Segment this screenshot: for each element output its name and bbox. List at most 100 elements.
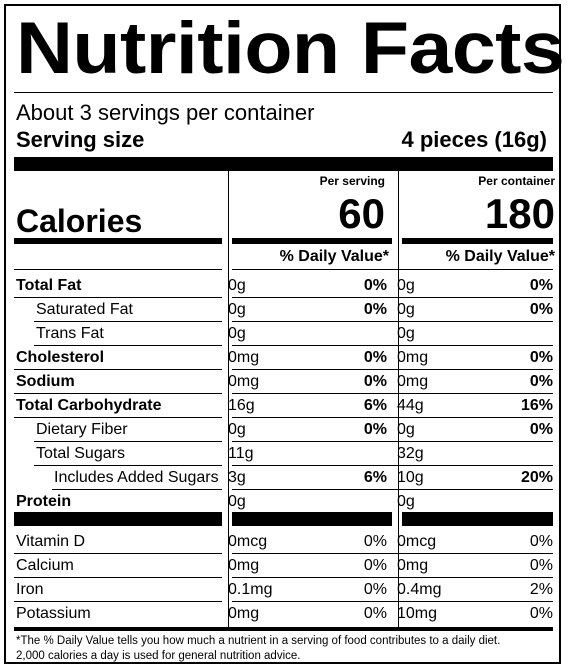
thick-divider-top	[14, 157, 553, 171]
thick-divider-vitamins-left	[14, 512, 222, 526]
nutrient-row: Total Sugars 11g 32g	[16, 442, 553, 466]
nutrient-name: Protein	[16, 493, 72, 510]
row-divider-right	[232, 553, 553, 554]
row-divider-left	[14, 553, 222, 554]
nutrient-name: Total Carbohydrate	[16, 397, 162, 414]
serving-amount: 11g	[228, 445, 254, 462]
nutrient-name: Potassium	[16, 605, 91, 622]
container-amount: 0.4mg	[397, 581, 442, 598]
nutrient-row: Protein 0g 0g	[16, 490, 553, 514]
container-daily-value: 0%	[529, 277, 553, 294]
row-divider-left	[14, 369, 222, 370]
serving-amount: 0g	[228, 421, 246, 438]
nutrient-name: Calcium	[16, 557, 74, 574]
nutrient-row: Cholesterol 0mg 0% 0mg 0%	[16, 346, 553, 370]
serving-daily-value: 0%	[363, 605, 387, 622]
servings-per-container: About 3 servings per container	[16, 100, 315, 125]
serving-daily-value: 6%	[363, 469, 387, 486]
row-divider-right	[232, 297, 553, 298]
container-daily-value: 20%	[520, 469, 553, 486]
serving-daily-value: 0%	[363, 277, 387, 294]
serving-amount: 0mg	[228, 605, 260, 622]
row-divider-right	[232, 417, 553, 418]
container-daily-value: 0%	[529, 533, 553, 550]
row-divider-left	[14, 577, 222, 578]
serving-daily-value: 0%	[363, 581, 387, 598]
row-divider-right	[232, 321, 553, 322]
container-amount: 0mg	[397, 373, 429, 390]
nutrient-name: Vitamin D	[16, 533, 86, 550]
footnote-line-2: 2,000 calories a day is used for general…	[16, 650, 301, 662]
row-divider-right	[232, 369, 553, 370]
vitamin-row: Iron 0.1mg 0% 0.4mg 2%	[16, 578, 553, 602]
row-divider-left	[34, 465, 222, 466]
nutrient-top-divider	[14, 269, 222, 270]
row-divider-right	[232, 577, 553, 578]
container-amount: 0g	[397, 277, 415, 294]
container-amount: 0g	[397, 301, 415, 318]
container-amount: 0mcg	[397, 533, 437, 550]
nutrient-name: Sodium	[16, 373, 75, 390]
serving-amount: 0g	[228, 325, 246, 342]
serving-amount: 0g	[228, 493, 246, 510]
row-divider-left	[14, 417, 222, 418]
container-amount: 44g	[397, 397, 424, 414]
column-divider-1	[228, 171, 229, 627]
nutrient-row: Trans Fat 0g 0g	[16, 322, 553, 346]
vitamin-row: Vitamin D 0mcg 0% 0mcg 0%	[16, 530, 553, 554]
serving-size-label: Serving size	[16, 127, 145, 152]
thick-divider-vitamins-mid	[232, 512, 392, 526]
serving-daily-value: 0%	[363, 349, 387, 366]
serving-daily-value: 0%	[363, 533, 387, 550]
nutrient-row: Total Carbohydrate 16g 6% 44g 16%	[16, 394, 553, 418]
thick-divider-vitamins-right	[402, 512, 553, 526]
serving-amount: 0mg	[228, 349, 260, 366]
nutrient-name: Saturated Fat	[36, 301, 133, 318]
vitamin-row: Calcium 0mg 0% 0mg 0%	[16, 554, 553, 578]
calories-per-container: 180	[484, 190, 555, 237]
nutrient-name: Total Sugars	[36, 445, 125, 462]
footnote-line-1: *The % Daily Value tells you how much a …	[16, 635, 501, 647]
nutrient-name: Total Fat	[16, 277, 82, 294]
vitamin-row: Potassium 0mg 0% 10mg 0%	[16, 602, 553, 626]
row-divider-left	[34, 441, 222, 442]
serving-daily-value: 0%	[363, 421, 387, 438]
nutrient-row: Dietary Fiber 0g 0% 0g 0%	[16, 418, 553, 442]
nutrition-facts-label: Nutrition Facts About 3 servings per con…	[4, 4, 565, 664]
calories-divider-left	[14, 238, 222, 244]
label-title: Nutrition Facts	[16, 8, 565, 89]
serving-amount: 0g	[228, 277, 246, 294]
calories-divider-right	[402, 238, 553, 244]
row-divider-left	[14, 393, 222, 394]
row-divider-right	[232, 441, 553, 442]
container-amount: 0g	[397, 493, 415, 510]
serving-amount: 3g	[228, 469, 246, 486]
nutrient-name: Dietary Fiber	[36, 421, 128, 438]
calories-per-serving: 60	[338, 190, 385, 237]
serving-daily-value: 0%	[363, 373, 387, 390]
serving-daily-value: 0%	[363, 557, 387, 574]
serving-amount: 16g	[228, 397, 255, 414]
column-divider-2	[398, 171, 399, 627]
footnote-divider	[14, 627, 553, 631]
container-amount: 0mg	[397, 349, 429, 366]
title-divider	[14, 92, 553, 93]
row-divider-right	[232, 601, 553, 602]
container-daily-value: 16%	[520, 397, 553, 414]
container-daily-value: 0%	[529, 557, 553, 574]
dv-header-divider	[232, 269, 553, 270]
container-daily-value: 0%	[529, 349, 553, 366]
serving-amount: 0g	[228, 301, 246, 318]
nutrient-row: Sodium 0mg 0% 0mg 0%	[16, 370, 553, 394]
nutrient-name: Trans Fat	[36, 325, 104, 342]
daily-value-header-serving: % Daily Value*	[279, 248, 389, 265]
footnote: *The % Daily Value tells you how much a …	[16, 634, 561, 664]
container-amount: 32g	[397, 445, 424, 462]
row-divider-right	[232, 465, 553, 466]
container-amount: 10g	[397, 469, 424, 486]
container-amount: 0mg	[397, 557, 429, 574]
nutrient-name: Cholesterol	[16, 349, 105, 366]
container-amount: 0g	[397, 421, 415, 438]
row-divider-right	[232, 393, 553, 394]
row-divider-left	[34, 345, 222, 346]
